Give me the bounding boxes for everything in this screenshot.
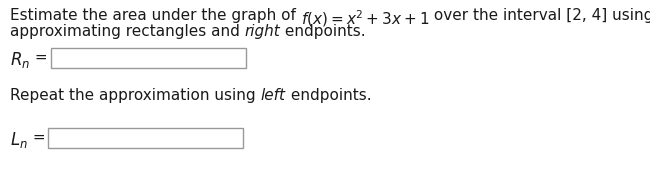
Text: endpoints.: endpoints. — [285, 88, 371, 103]
Bar — [49, 128, 244, 148]
Text: Estimate the area under the graph of: Estimate the area under the graph of — [10, 8, 301, 23]
Text: approximating rectangles and: approximating rectangles and — [10, 24, 245, 39]
Text: right: right — [245, 24, 281, 39]
Text: endpoints.: endpoints. — [281, 24, 366, 39]
Text: left: left — [261, 88, 285, 103]
Text: $R_n$: $R_n$ — [10, 50, 30, 70]
Text: Repeat the approximation using: Repeat the approximation using — [10, 88, 261, 103]
Bar — [51, 48, 246, 68]
Text: $L_n$: $L_n$ — [10, 130, 28, 150]
Text: =: = — [28, 130, 46, 145]
Text: =: = — [30, 50, 47, 65]
Text: over the interval [2, 4] using eight: over the interval [2, 4] using eight — [429, 8, 650, 23]
Text: $f(x) = x^2 + 3x + 1$: $f(x) = x^2 + 3x + 1$ — [301, 8, 429, 29]
